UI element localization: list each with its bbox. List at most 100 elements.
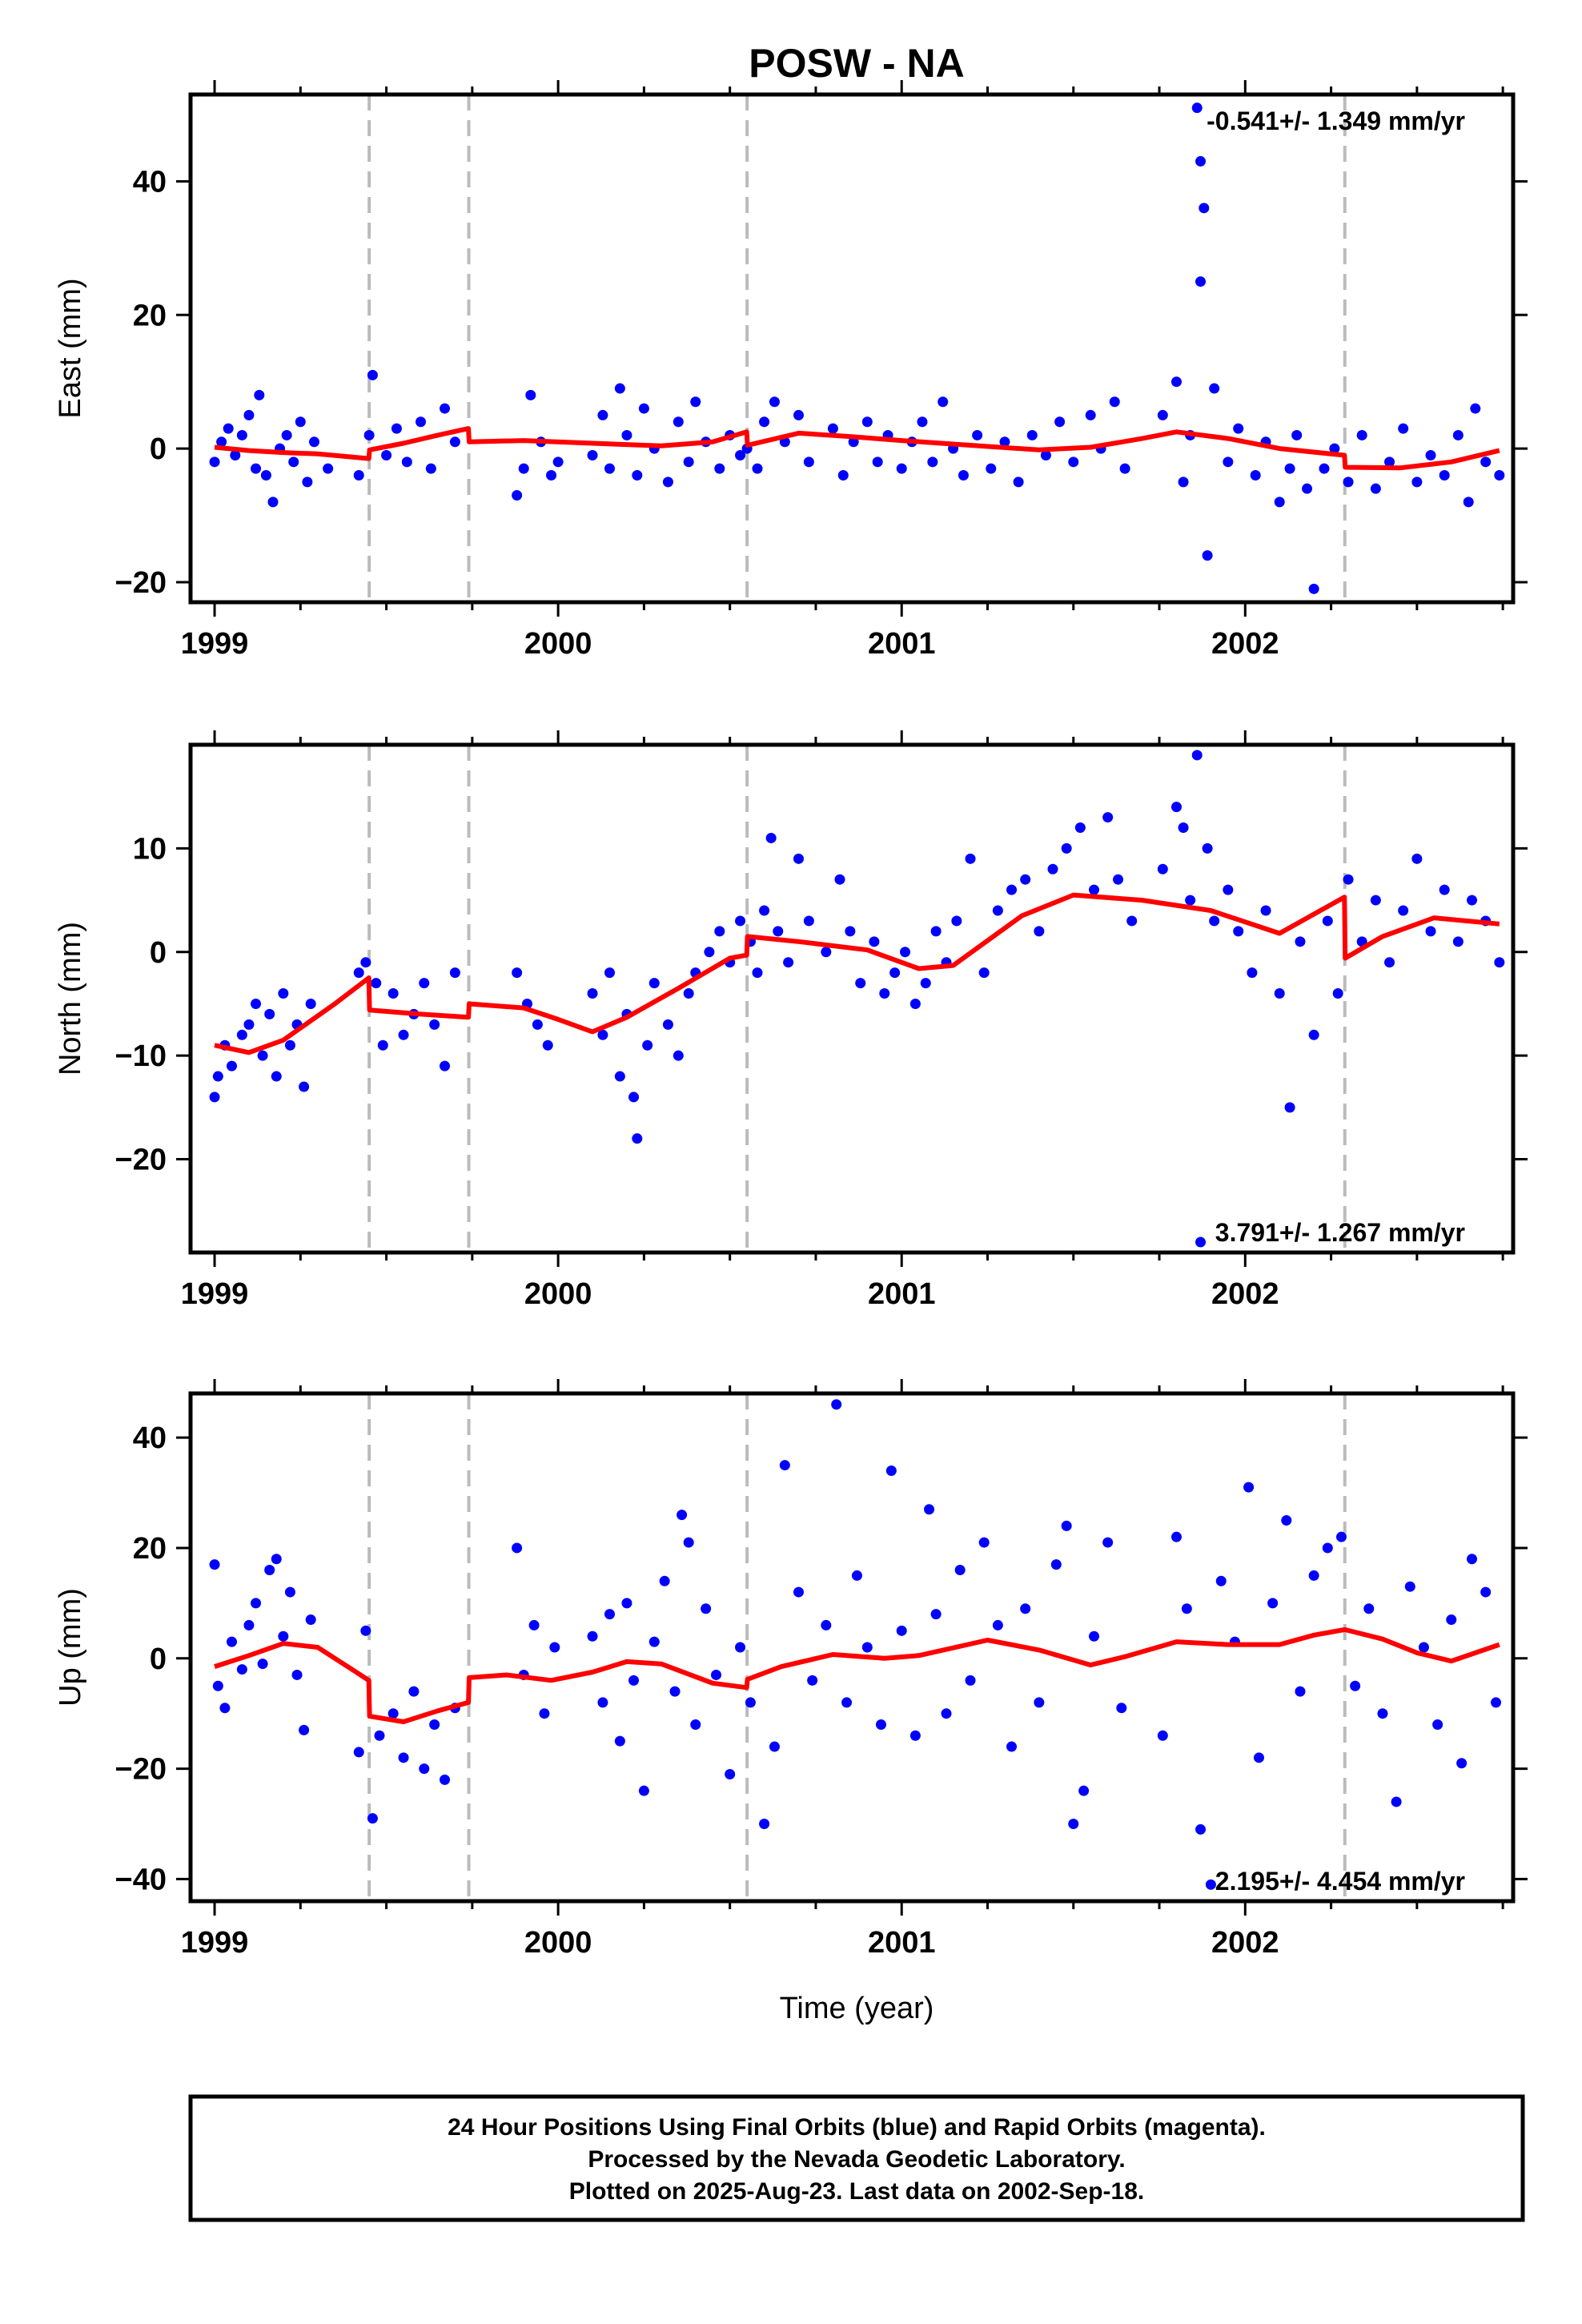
data-point <box>1411 853 1423 864</box>
plot-area-east <box>209 103 1505 594</box>
y-tick-label: 10 <box>133 832 167 866</box>
x-tick-label: 1999 <box>181 1926 249 1960</box>
data-point <box>872 456 883 468</box>
data-point <box>1335 1531 1347 1542</box>
data-point <box>525 389 536 400</box>
data-point <box>209 1092 220 1103</box>
data-point <box>367 1813 378 1824</box>
data-point <box>965 1675 976 1686</box>
data-point <box>1302 483 1313 494</box>
data-point <box>1260 905 1271 916</box>
data-point <box>638 1785 649 1796</box>
data-point <box>549 1642 560 1653</box>
data-point <box>323 463 334 474</box>
data-point <box>254 389 265 400</box>
data-point <box>212 1680 223 1691</box>
y-tick-label: 20 <box>133 299 167 332</box>
data-point <box>725 1769 736 1779</box>
panel-north: 1999 2000 2001 2002 −20 −10 0 10 North (mm) 3.791… <box>54 730 1528 1311</box>
y-tick-label: −20 <box>115 1753 167 1787</box>
data-point <box>648 978 660 989</box>
data-point <box>889 967 901 979</box>
data-point <box>1418 1642 1429 1653</box>
data-point <box>381 449 392 460</box>
data-point <box>1047 863 1058 875</box>
data-point <box>1343 476 1354 488</box>
data-point <box>429 1719 440 1730</box>
y-tick-label: −20 <box>115 1144 167 1177</box>
data-point <box>1250 470 1261 480</box>
data-point <box>398 1752 409 1763</box>
data-point <box>831 1399 842 1410</box>
data-point <box>236 429 247 440</box>
data-point <box>1343 874 1354 885</box>
data-point <box>1089 1630 1100 1642</box>
data-point <box>278 988 289 999</box>
data-point <box>1061 1520 1072 1531</box>
data-point <box>1054 416 1066 428</box>
data-point <box>927 456 938 468</box>
data-point <box>281 429 292 440</box>
data-point <box>528 1619 540 1630</box>
x-axis-label: Time (year) <box>780 1992 934 2025</box>
data-point <box>1191 103 1203 114</box>
data-point <box>353 1747 364 1758</box>
x-tick-label: 2002 <box>1211 1926 1279 1960</box>
data-point <box>1332 988 1343 999</box>
data-point <box>552 456 564 468</box>
data-point <box>669 1686 681 1697</box>
data-point <box>387 1708 399 1719</box>
data-point <box>896 463 907 474</box>
data-point <box>209 1559 220 1570</box>
footer-box: 24 Hour Positions Using Final Orbits (bl… <box>188 2094 1525 2222</box>
data-point <box>954 1565 966 1576</box>
data-point <box>1209 915 1220 927</box>
data-point <box>401 456 412 468</box>
y-tick-label: 40 <box>133 1421 167 1455</box>
data-point <box>299 1724 310 1735</box>
data-point <box>1034 926 1045 937</box>
data-point <box>542 1039 553 1051</box>
data-point <box>745 1697 756 1708</box>
plot-area-up <box>209 1399 1502 1890</box>
data-point <box>1223 456 1234 468</box>
data-point <box>621 1598 632 1609</box>
data-point <box>965 853 976 864</box>
data-point <box>1006 1741 1018 1752</box>
data-point <box>834 874 845 885</box>
data-point <box>1308 583 1319 594</box>
data-point <box>1195 1823 1207 1835</box>
panel-east: 1999 2000 2001 2002 −20 0 20 40 East (mm) -0.541+… <box>54 80 1528 661</box>
data-point <box>1467 895 1478 906</box>
data-point <box>1202 842 1213 854</box>
data-point <box>841 1697 853 1708</box>
data-point <box>1350 1680 1361 1691</box>
data-point <box>1013 476 1024 488</box>
data-point <box>243 409 255 420</box>
data-point <box>714 463 725 474</box>
data-point <box>587 988 598 999</box>
data-point <box>264 1008 275 1019</box>
data-point <box>855 978 866 989</box>
data-point <box>419 978 430 989</box>
data-point <box>449 436 460 448</box>
data-point <box>360 1625 371 1636</box>
data-point <box>1432 1719 1443 1730</box>
data-point <box>512 490 523 501</box>
data-point <box>1068 456 1079 468</box>
data-point <box>264 1565 275 1576</box>
panel-frame <box>188 92 1516 605</box>
data-point <box>978 1537 990 1548</box>
data-point <box>302 476 313 488</box>
data-point <box>1404 1581 1415 1592</box>
data-point <box>662 1019 673 1030</box>
data-point <box>773 926 784 937</box>
data-point <box>896 1625 907 1636</box>
x-tick-label: 1999 <box>181 627 249 661</box>
data-point <box>821 947 832 958</box>
data-point <box>230 449 241 460</box>
rate-annotation: 2.195+/- 4.454 mm/yr <box>1215 1867 1465 1896</box>
data-point <box>1170 802 1182 813</box>
data-point <box>1034 1697 1045 1708</box>
data-point <box>1491 1697 1502 1708</box>
